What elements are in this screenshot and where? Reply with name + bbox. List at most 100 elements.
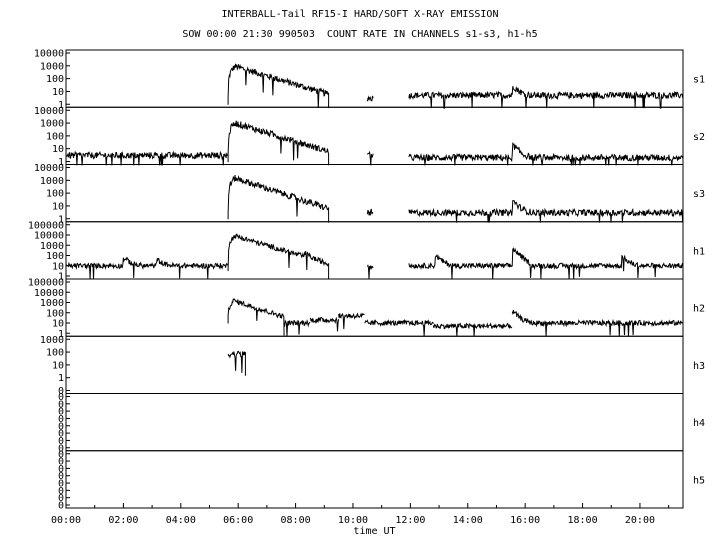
series-s1-segment-1 <box>366 95 374 102</box>
y-tick-label-h5-7: 0 <box>58 501 64 512</box>
panel-label-s1: s1 <box>693 75 705 86</box>
y-tick-label-h5-0: 0 <box>58 449 64 460</box>
y-tick-label-s2-1: 1000 <box>40 119 64 130</box>
series-s2-segment-2 <box>366 150 374 166</box>
y-tick-label-h4-0: 0 <box>58 392 64 403</box>
series-h1-segment-3 <box>408 247 684 280</box>
x-tick-label-0: 00:00 <box>51 515 81 526</box>
y-tick-label-s2-4: 1 <box>58 157 64 168</box>
y-tick-label-h4-5: 0 <box>58 429 64 440</box>
series-h2-segment-3 <box>338 312 365 330</box>
panel-label-h2: h2 <box>693 304 705 315</box>
x-tick-label-5: 10:00 <box>338 515 368 526</box>
panel-frame-h1 <box>65 221 684 280</box>
y-tick-label-h2-4: 10 <box>52 319 64 330</box>
series-s2-segment-1 <box>227 120 330 166</box>
y-tick-label-h4-1: 0 <box>58 399 64 410</box>
y-tick-label-h1-3: 100 <box>46 251 64 262</box>
y-tick-label-h1-0: 100000 <box>28 220 64 231</box>
series-s1-segment-2 <box>408 85 684 109</box>
panel-label-h5: h5 <box>693 475 705 486</box>
y-tick-label-s2-3: 10 <box>52 144 64 155</box>
y-tick-label-s1-2: 100 <box>46 74 64 85</box>
series-s2-segment-3 <box>408 141 684 166</box>
x-tick-label-2: 04:00 <box>166 515 196 526</box>
y-tick-label-h4-6: 0 <box>58 436 64 447</box>
panel-label-s3: s3 <box>693 189 705 200</box>
series-h3-segment-0 <box>227 350 246 376</box>
y-tick-label-h5-5: 0 <box>58 486 64 497</box>
y-tick-label-h3-4: 0 <box>58 386 64 397</box>
x-tick-label-3: 06:00 <box>223 515 253 526</box>
y-tick-label-s1-4: 1 <box>58 100 64 111</box>
panel-frame-h2 <box>65 278 684 337</box>
panel-frame-h3 <box>65 335 684 394</box>
series-s3-segment-2 <box>408 200 684 223</box>
y-tick-label-h3-1: 100 <box>46 348 64 359</box>
series-s1-segment-0 <box>227 63 330 109</box>
series-h1-segment-1 <box>227 233 330 280</box>
series-s3-segment-1 <box>366 208 374 216</box>
panel-frame-s2 <box>65 106 684 165</box>
y-tick-label-s1-1: 1000 <box>40 61 64 72</box>
y-tick-label-h2-0: 100000 <box>28 278 64 289</box>
x-axis-label: time UT <box>353 526 395 537</box>
y-tick-label-s1-3: 10 <box>52 87 64 98</box>
series-h2-segment-0 <box>227 298 285 336</box>
x-tick-label-10: 20:00 <box>625 515 655 526</box>
y-tick-label-h2-3: 100 <box>46 308 64 319</box>
y-tick-label-s3-3: 10 <box>52 201 64 212</box>
y-tick-label-h5-6: 0 <box>58 493 64 504</box>
y-tick-label-h5-3: 0 <box>58 471 64 482</box>
y-tick-label-h1-5: 1 <box>58 272 64 283</box>
y-tick-label-s3-2: 100 <box>46 189 64 200</box>
x-tick-label-1: 02:00 <box>108 515 138 526</box>
series-h1-segment-2 <box>366 264 374 280</box>
series-h1-segment-0 <box>65 256 229 280</box>
y-tick-label-h1-4: 10 <box>52 261 64 272</box>
series-h2-segment-8 <box>590 318 684 337</box>
series-s2-segment-0 <box>65 150 228 166</box>
panel-label-h1: h1 <box>693 246 705 257</box>
y-tick-label-s1-0: 10000 <box>34 49 64 60</box>
y-tick-label-h3-2: 10 <box>52 360 64 371</box>
y-tick-label-h3-0: 1000 <box>40 335 64 346</box>
y-tick-label-h2-5: 1 <box>58 329 64 340</box>
series-h2-segment-5 <box>398 318 434 337</box>
y-tick-label-h1-1: 10000 <box>34 231 64 242</box>
y-tick-label-h4-3: 0 <box>58 414 64 425</box>
chart-title: INTERBALL-Tail RF15-I HARD/SOFT X-RAY EM… <box>221 9 499 20</box>
y-tick-label-s2-2: 100 <box>46 131 64 142</box>
series-h2-segment-7 <box>511 309 592 337</box>
y-tick-label-h5-1: 0 <box>58 457 64 468</box>
y-tick-label-h2-1: 10000 <box>34 288 64 299</box>
panel-frame-h5 <box>65 450 684 509</box>
panel-label-s2: s2 <box>693 132 705 143</box>
y-tick-label-s3-0: 10000 <box>34 163 64 174</box>
series-h2-segment-6 <box>432 322 513 337</box>
x-tick-label-7: 14:00 <box>453 515 483 526</box>
x-tick-label-6: 12:00 <box>395 515 425 526</box>
series-h2-segment-2 <box>309 316 340 332</box>
chart-subtitle: SOW 00:00 21:30 990503 COUNT RATE IN CHA… <box>182 29 538 40</box>
y-tick-label-h4-7: 0 <box>58 443 64 454</box>
y-tick-label-s3-1: 1000 <box>40 176 64 187</box>
panel-label-h4: h4 <box>693 418 705 429</box>
y-tick-label-s2-0: 10000 <box>34 106 64 117</box>
y-tick-label-h1-2: 1000 <box>40 241 64 252</box>
series-h2-segment-4 <box>364 319 400 327</box>
series-s3-segment-0 <box>227 175 330 223</box>
panel-label-h3: h3 <box>693 361 705 372</box>
x-tick-label-4: 08:00 <box>281 515 311 526</box>
x-tick-label-9: 18:00 <box>568 515 598 526</box>
y-tick-label-h4-2: 0 <box>58 407 64 418</box>
x-tick-label-8: 16:00 <box>510 515 540 526</box>
y-tick-label-h2-2: 1000 <box>40 298 64 309</box>
y-tick-label-h5-4: 0 <box>58 479 64 490</box>
panel-frame-s1 <box>65 49 684 108</box>
y-tick-label-h3-3: 1 <box>58 373 64 384</box>
series-h2-segment-1 <box>283 318 311 337</box>
y-tick-label-s3-4: 1 <box>58 214 64 225</box>
y-tick-label-h4-4: 0 <box>58 421 64 432</box>
